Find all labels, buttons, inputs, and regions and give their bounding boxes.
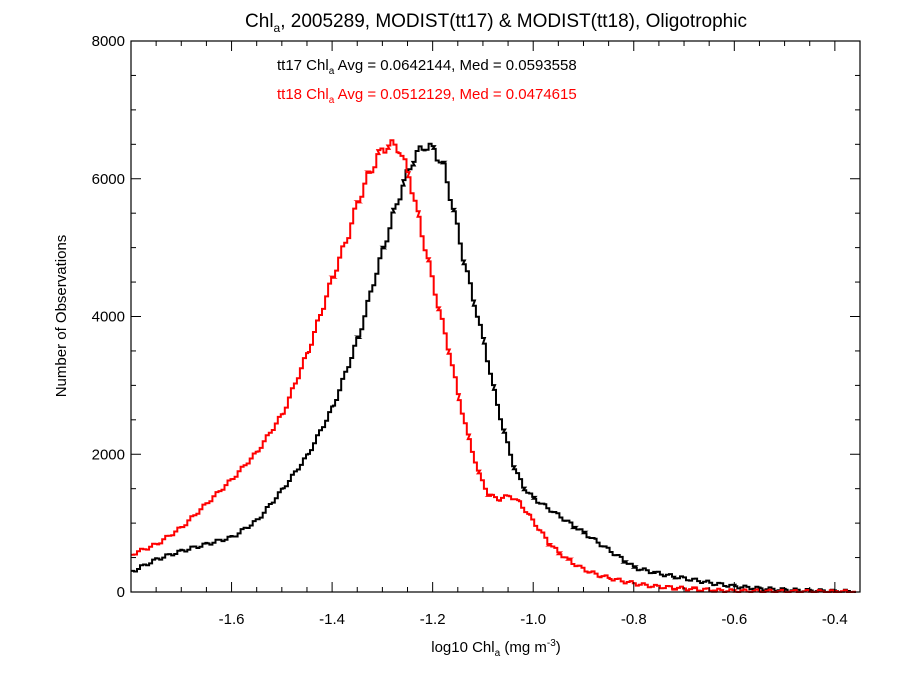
annotation-tt18: tt18 Chla Avg = 0.0512129, Med = 0.04746…: [277, 86, 577, 106]
axes-layer: -1.6 -1.4 -1.2 -1.0 -0.8 -0.6 -0.4 0 2000 4000 600…: [92, 33, 861, 628]
x-tick-label: -1.2: [420, 611, 446, 628]
x-tick-label: -1.6: [219, 611, 245, 628]
series-layer: [131, 139, 856, 593]
y-tick-label: 2000: [92, 446, 125, 463]
series-line-tt17: [131, 142, 856, 593]
x-tick-label: -0.8: [621, 611, 647, 628]
annotation-tt17: tt17 Chla Avg = 0.0642144, Med = 0.05935…: [277, 57, 577, 77]
y-tick-label: 6000: [92, 171, 125, 188]
series-line-tt18: [131, 139, 856, 593]
x-axis-label: log10 Chla (mg m-3): [431, 638, 561, 659]
y-tick-label: 0: [117, 584, 125, 601]
y-tick-label: 8000: [92, 33, 125, 50]
y-tick-label: 4000: [92, 309, 125, 326]
x-tick-label: -0.6: [721, 611, 747, 628]
x-tick-label: -1.4: [319, 611, 345, 628]
x-tick-label: -0.4: [822, 611, 848, 628]
x-tick-label: -1.0: [520, 611, 546, 628]
chart-title: Chla, 2005289, MODIST(tt17) & MODIST(tt1…: [245, 11, 747, 35]
y-axis-label: Number of Observations: [53, 235, 70, 398]
plot-frame: [130, 40, 861, 593]
